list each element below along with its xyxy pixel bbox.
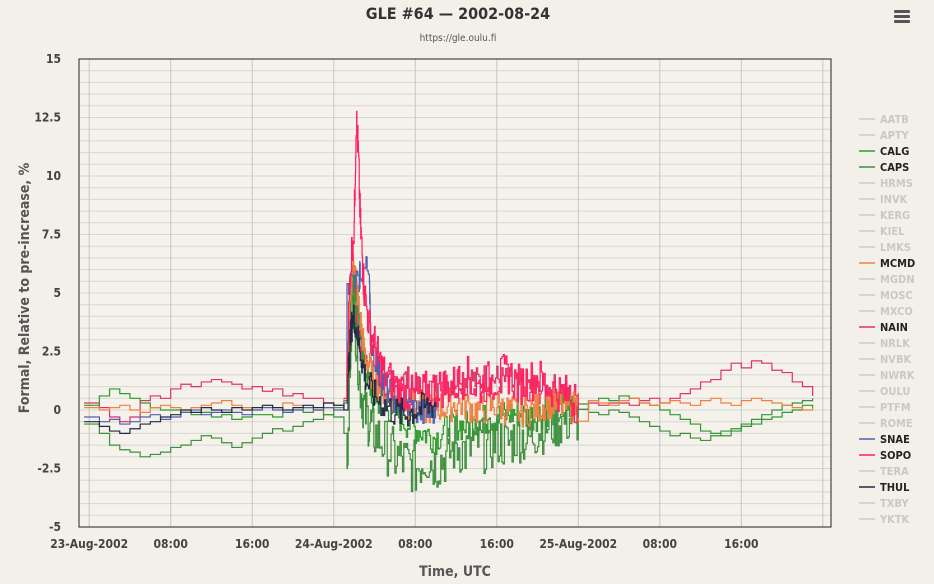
legend-item-thul[interactable]: THUL — [859, 481, 910, 494]
hamburger-menu-icon[interactable] — [888, 4, 916, 28]
legend-label: SNAE — [880, 433, 910, 446]
legend-label: KERG — [880, 209, 910, 222]
x-tick-label: 08:00 — [643, 537, 677, 551]
legend-label: HRMS — [880, 177, 913, 190]
y-tick-label: 5 — [53, 286, 61, 300]
legend-label: NWRK — [880, 369, 915, 382]
y-axis-title: Formal, Relative to pre-increase, % — [17, 162, 33, 413]
x-tick-label: 16:00 — [480, 537, 514, 551]
x-tick-label: 25-Aug-2002 — [539, 537, 617, 551]
legend-label: AATB — [880, 113, 909, 126]
x-tick-label: 24-Aug-2002 — [295, 537, 373, 551]
legend-label: MOSC — [880, 289, 913, 302]
legend-item-yktk[interactable]: YKTK — [859, 513, 910, 526]
legend-item-mcmd[interactable]: MCMD — [859, 257, 915, 270]
legend-item-tera[interactable]: TERA — [859, 465, 909, 478]
legend-item-nain[interactable]: NAIN — [859, 321, 908, 334]
legend-item-nrlk[interactable]: NRLK — [859, 337, 910, 350]
legend-label: YKTK — [879, 513, 910, 526]
legend-item-mosc[interactable]: MOSC — [859, 289, 913, 302]
legend-item-lmks[interactable]: LMKS — [859, 241, 911, 254]
x-axis-title: Time, UTC — [419, 564, 491, 580]
legend-item-snae[interactable]: SNAE — [859, 433, 910, 446]
y-tick-label: 0 — [53, 403, 61, 417]
legend-label: MCMD — [880, 257, 915, 270]
y-tick-label: 15 — [46, 52, 61, 66]
chart-subtitle[interactable]: https://gle.oulu.fi — [419, 33, 497, 44]
legend-label: APTY — [880, 129, 910, 142]
series-line-caps[interactable] — [84, 282, 814, 493]
x-tick-label: 23-Aug-2002 — [50, 537, 128, 551]
legend-item-sopo[interactable]: SOPO — [859, 449, 911, 462]
y-tick-label: -2.5 — [37, 462, 61, 476]
plot-area — [78, 58, 832, 528]
legend-item-hrms[interactable]: HRMS — [859, 177, 913, 190]
legend-item-oulu[interactable]: OULU — [859, 385, 910, 398]
series-line-thul[interactable] — [84, 304, 437, 434]
legend-item-nwrk[interactable]: NWRK — [859, 369, 915, 382]
legend-label: THUL — [880, 481, 910, 494]
x-tick-label: 08:00 — [154, 537, 188, 551]
y-tick-label: 2.5 — [42, 345, 61, 359]
y-tick-label: -5 — [49, 520, 61, 534]
legend-label: INVK — [880, 193, 908, 206]
legend-item-txby[interactable]: TXBY — [859, 497, 909, 510]
legend-label: NAIN — [880, 321, 908, 334]
legend-item-mgdn[interactable]: MGDN — [859, 273, 914, 286]
legend-label: CALG — [880, 145, 909, 158]
series-line-sopo[interactable] — [343, 110, 579, 424]
y-tick-label: 12.5 — [34, 111, 61, 125]
legend-item-kiel[interactable]: KIEL — [859, 225, 905, 238]
legend-label: NVBK — [880, 353, 911, 366]
legend-label: KIEL — [880, 225, 905, 238]
legend-item-rome[interactable]: ROME — [859, 417, 913, 430]
x-tick-label: 16:00 — [724, 537, 758, 551]
legend-item-invk[interactable]: INVK — [859, 193, 908, 206]
chart-title: GLE #64 — 2002-08-24 — [365, 4, 551, 23]
legend-label: LMKS — [880, 241, 911, 254]
legend-item-mxco[interactable]: MXCO — [859, 305, 913, 318]
legend-item-aatb[interactable]: AATB — [859, 113, 909, 126]
x-tick-label: 08:00 — [398, 537, 432, 551]
legend-label: TERA — [880, 465, 909, 478]
legend-label: ROME — [880, 417, 913, 430]
legend-item-kerg[interactable]: KERG — [859, 209, 910, 222]
y-tick-label: 10 — [46, 169, 61, 183]
legend-label: TXBY — [880, 497, 909, 510]
legend-label: CAPS — [880, 161, 909, 174]
legend-item-calg[interactable]: CALG — [859, 145, 909, 158]
legend-item-ptfm[interactable]: PTFM — [859, 401, 911, 414]
legend-item-apty[interactable]: APTY — [859, 129, 910, 142]
legend-label: OULU — [880, 385, 910, 398]
legend-label: MXCO — [880, 305, 913, 318]
legend-label: PTFM — [880, 401, 911, 414]
legend-label: MGDN — [880, 273, 914, 286]
x-tick-label: 16:00 — [235, 537, 269, 551]
legend-label: NRLK — [880, 337, 910, 350]
y-tick-label: 7.5 — [42, 228, 61, 242]
legend-label: SOPO — [880, 449, 911, 462]
legend-item-nvbk[interactable]: NVBK — [859, 353, 911, 366]
legend-item-caps[interactable]: CAPS — [859, 161, 909, 174]
